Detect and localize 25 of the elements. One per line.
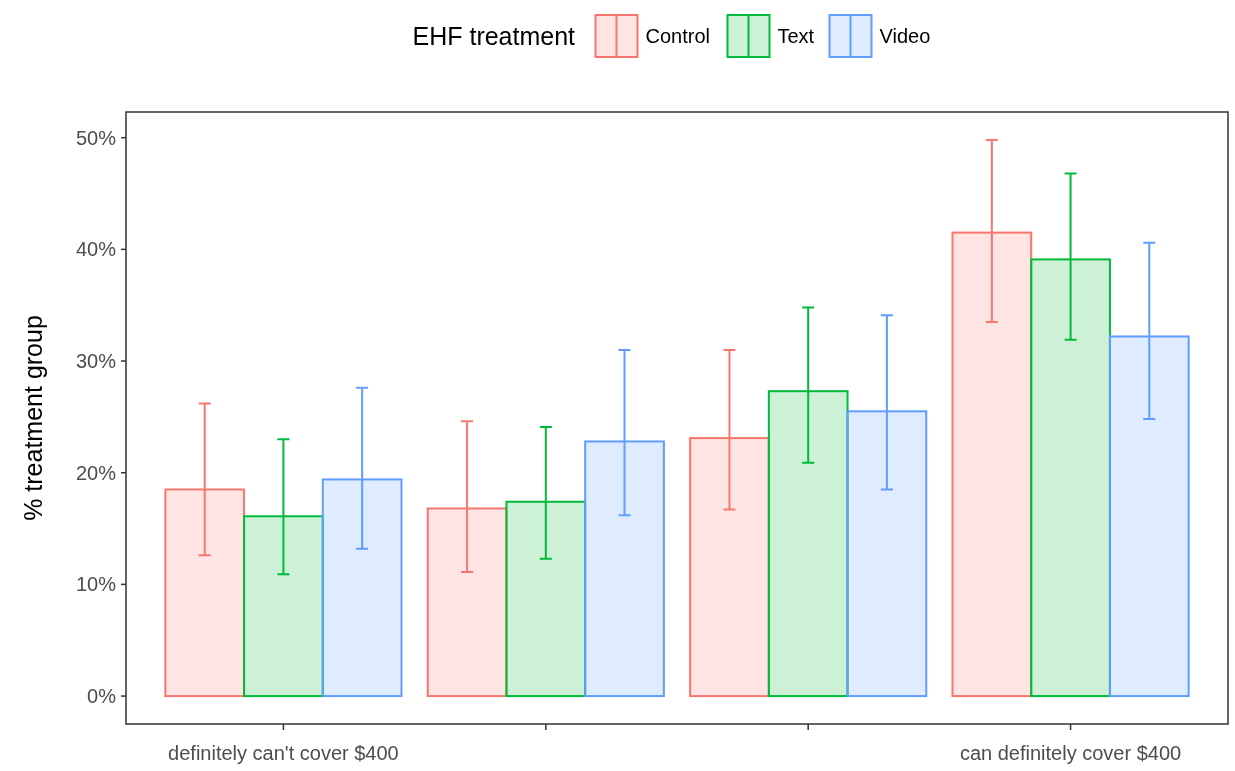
bar — [164, 488, 246, 698]
y-tick-label: 50% — [75, 126, 117, 149]
y-tick-label: 30% — [75, 350, 117, 373]
bar — [767, 390, 849, 698]
y-tick-label: 0% — [87, 685, 117, 708]
bar — [846, 410, 928, 698]
bar — [426, 507, 508, 698]
legend-title: EHF treatment — [412, 21, 576, 50]
y-axis-title: % treatment group — [19, 315, 47, 521]
legend-label: Video — [879, 25, 931, 47]
bar — [584, 440, 665, 698]
bar — [689, 437, 770, 698]
y-tick-label: 10% — [75, 573, 117, 596]
legend-label: Control — [645, 25, 710, 47]
legend-label: Text — [777, 25, 815, 47]
bar — [1108, 335, 1190, 698]
y-tick-label: 20% — [75, 461, 117, 484]
bar — [243, 515, 324, 698]
bar — [1030, 258, 1111, 698]
y-tick-label: 40% — [75, 238, 117, 261]
bar — [951, 231, 1033, 698]
x-tick-label: can definitely cover $400 — [959, 742, 1182, 764]
bar — [505, 500, 587, 698]
x-tick-label: definitely can't cover $400 — [168, 742, 399, 764]
bar — [321, 478, 403, 698]
